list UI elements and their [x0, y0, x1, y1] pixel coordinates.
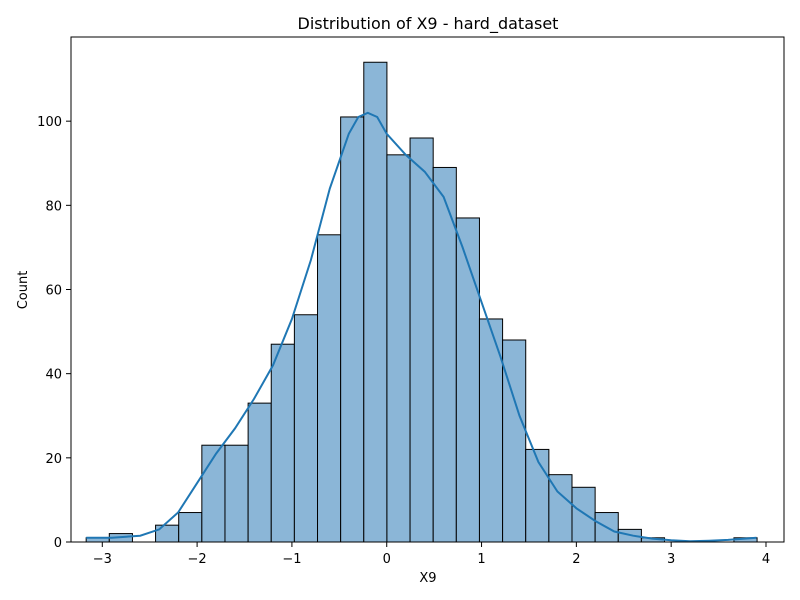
- x-tick-label: −3: [93, 552, 112, 567]
- y-axis-ticks: 0 20 40 60 80 100: [37, 115, 71, 551]
- x-tick-label: 3: [667, 552, 675, 567]
- x-tick-label: 4: [762, 552, 770, 567]
- kde-curve: [86, 111, 757, 543]
- y-tick-label: 0: [54, 536, 62, 551]
- histogram-bar: [455, 217, 480, 543]
- x-tick-label: 2: [572, 552, 580, 567]
- y-axis-label: Count: [16, 271, 31, 310]
- histogram-bar: [224, 444, 249, 543]
- x-tick-label: −2: [188, 552, 207, 567]
- histogram-bar: [270, 343, 295, 543]
- histogram-bar: [502, 339, 527, 543]
- y-tick-label: 40: [45, 368, 62, 383]
- histogram-bar: [317, 234, 342, 543]
- histogram-bar: [571, 486, 596, 543]
- histogram-bar: [293, 314, 319, 543]
- bars-group: [85, 61, 758, 543]
- x-tick-label: −1: [282, 552, 301, 567]
- y-tick-label: 60: [45, 284, 62, 299]
- y-tick-label: 20: [45, 452, 62, 467]
- histogram-bar: [201, 444, 226, 543]
- x-tick-label: 0: [383, 552, 391, 567]
- y-tick-label: 80: [45, 199, 62, 214]
- histogram-bar: [409, 137, 434, 543]
- histogram-bar: [178, 512, 203, 543]
- histogram-bar: [363, 61, 388, 543]
- x-axis-ticks: −3 −2 −1 0 1 2 3 4: [93, 542, 770, 567]
- histogram-bar: [340, 116, 365, 543]
- histogram-bar: [525, 448, 550, 543]
- x-tick-label: 1: [477, 552, 485, 567]
- histogram-bar: [386, 154, 411, 543]
- histogram-bar: [247, 402, 272, 543]
- chart-title: Distribution of X9 - hard_dataset: [298, 14, 559, 34]
- x-axis-label: X9: [419, 571, 436, 586]
- y-tick-label: 100: [37, 115, 62, 130]
- histogram-bar: [155, 524, 180, 543]
